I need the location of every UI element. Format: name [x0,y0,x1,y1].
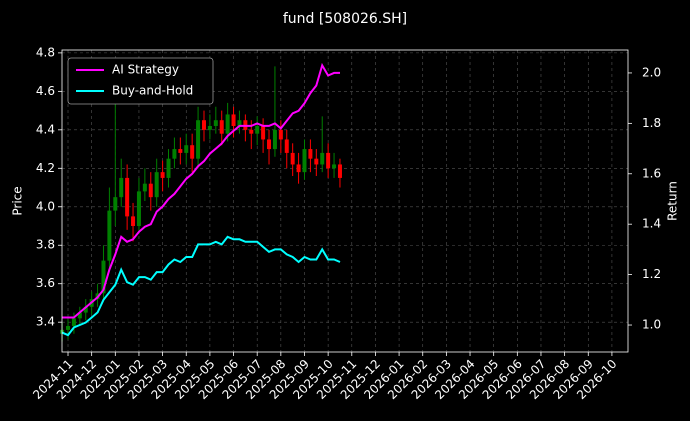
y-tick-label: 4.4 [36,122,55,136]
y-tick-label: 4.8 [36,45,55,59]
plot-frame [61,49,629,353]
candle-body [314,158,319,165]
y-tick-label: 3.6 [36,276,55,290]
candle-body [107,210,112,261]
candle-body [190,145,195,159]
candle-body [101,260,106,294]
candle-body [196,120,201,159]
y-tick-label: 3.8 [36,238,55,252]
candle-body [131,216,136,227]
y-tick-label: 4.2 [36,161,55,175]
candle-body [255,125,260,134]
candle-body [201,120,206,130]
candle-body [160,172,165,178]
candle-body [184,145,189,153]
legend-label: AI Strategy [112,63,179,77]
candle-body [219,120,224,134]
candle-body [172,149,177,159]
candle-body [125,177,130,217]
candle-body [267,139,272,150]
candle-body [231,114,236,126]
y2-tick-label: 1.4 [642,217,661,231]
legend: AI Strategy Buy-and-Hold [67,57,214,105]
candle-body [142,183,147,192]
candle-body [290,152,295,165]
y2-tick-label: 1.8 [642,116,661,130]
candle-body [77,312,82,319]
y2-tick-label: 1.2 [642,267,661,281]
candle-body [278,129,283,140]
candle-body [337,164,342,178]
candle-body [119,177,124,198]
candle-body [113,197,118,211]
candle-body [308,149,313,159]
candle-body [178,149,183,153]
legend-label: Buy-and-Hold [112,84,193,98]
candle-body [272,129,277,150]
line-series [61,235,341,337]
candle-body [326,152,331,169]
candle-body [136,191,141,227]
y2-axis-label: Return [666,181,680,221]
candle-body [249,129,254,134]
candle-body [83,306,88,313]
candle-body [296,164,301,173]
candle-body [207,125,212,130]
y-tick-label: 4.0 [36,199,55,213]
y2-tick-label: 2.0 [642,65,661,79]
candle-body [213,120,218,126]
candle-body [148,183,153,198]
candle-body [237,120,242,126]
legend-box [67,57,214,105]
candle-body [261,125,266,140]
y-axis-label: Price [11,186,25,215]
y2-tick-label: 1.0 [642,318,661,332]
candle-body [166,158,171,178]
candle-body [71,318,76,327]
candle-body [302,149,307,173]
candle-body [332,164,337,169]
candle-body [225,114,230,134]
candle-body [284,139,289,153]
line-series [62,62,340,319]
candle-body [154,172,159,198]
candle-body [66,326,71,330]
candle-body [320,152,325,165]
chart-title: fund [508026.SH] [283,11,407,27]
y2-tick-label: 1.6 [642,166,661,180]
y-tick-label: 4.6 [36,84,55,98]
y-tick-label: 3.4 [36,315,55,329]
